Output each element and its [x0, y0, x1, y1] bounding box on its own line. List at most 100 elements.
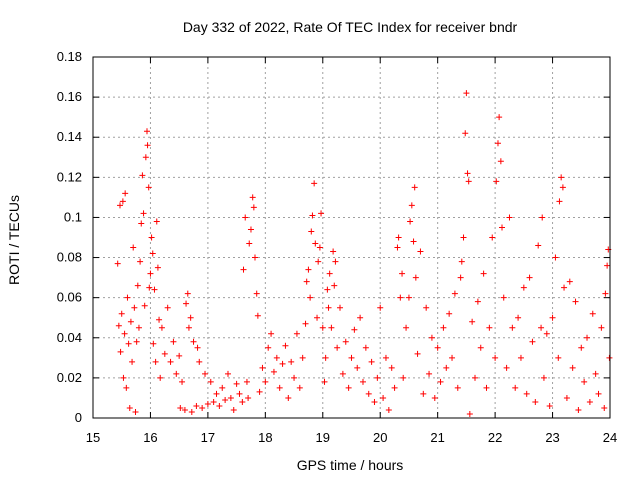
data-point [170, 338, 177, 345]
data-point [592, 370, 599, 377]
data-point [311, 180, 318, 187]
y-tick-label: 0.04 [57, 330, 82, 345]
y-axis-label: ROTI / TECUs [6, 195, 22, 285]
data-point [434, 344, 441, 351]
plot-border [92, 56, 611, 419]
y-tick-label: 0.1 [64, 209, 82, 224]
x-axis: 15 16 17 18 19 20 21 22 23 24 [86, 57, 617, 445]
data-point [173, 370, 180, 377]
data-point [440, 324, 447, 331]
data-point [207, 378, 214, 385]
data-point [385, 406, 392, 413]
x-tick-label: 24 [603, 430, 617, 445]
data-point [233, 380, 240, 387]
data-point [185, 324, 192, 331]
data-point [400, 374, 407, 381]
data-point [141, 302, 148, 309]
data-point [127, 318, 134, 325]
data-point [190, 338, 197, 345]
data-point [549, 314, 556, 321]
data-point [354, 364, 361, 371]
data-point [523, 390, 530, 397]
data-point [466, 410, 473, 417]
data-point [506, 214, 513, 221]
data-point [120, 374, 127, 381]
data-point [559, 184, 566, 191]
data-point [602, 290, 609, 297]
x-tick-label: 15 [86, 430, 100, 445]
data-point [321, 378, 328, 385]
data-point [204, 400, 211, 407]
y-tick-label: 0.06 [57, 290, 82, 305]
data-point [148, 234, 155, 241]
data-point [326, 270, 333, 277]
data-point [137, 258, 144, 265]
data-point [405, 294, 412, 301]
data-point [308, 228, 315, 235]
data-point [143, 128, 150, 135]
data-point [483, 384, 490, 391]
data-point [119, 198, 126, 205]
data-point [293, 330, 300, 337]
data-point [318, 210, 325, 217]
data-point [532, 398, 539, 405]
data-point [437, 378, 444, 385]
data-point [251, 254, 258, 261]
x-tick-label: 20 [373, 430, 387, 445]
x-tick-label: 17 [201, 430, 215, 445]
data-point [420, 390, 427, 397]
data-point [230, 406, 237, 413]
data-point [268, 330, 275, 337]
data-point [305, 266, 312, 273]
data-point [133, 338, 140, 345]
data-point [246, 240, 253, 247]
data-point [142, 154, 149, 161]
data-point [552, 254, 559, 261]
data-point [391, 384, 398, 391]
data-point [410, 238, 417, 245]
x-tick-label: 16 [143, 430, 157, 445]
data-point [124, 294, 131, 301]
x-tick-label: 21 [430, 430, 444, 445]
data-point [412, 274, 419, 281]
data-point [152, 358, 159, 365]
data-point [458, 258, 465, 265]
data-point [339, 370, 346, 377]
data-point [144, 142, 151, 149]
data-point [380, 394, 387, 401]
data-point [117, 348, 124, 355]
y-tick-label: 0.02 [57, 370, 82, 385]
data-point [147, 270, 154, 277]
data-point [397, 294, 404, 301]
data-point [480, 270, 487, 277]
data-point [303, 278, 310, 285]
data-point [334, 344, 341, 351]
data-point [213, 390, 220, 397]
data-point [250, 204, 257, 211]
data-point [115, 322, 122, 329]
data-point [183, 300, 190, 307]
data-point [423, 304, 430, 311]
data-point [243, 378, 250, 385]
data-point [309, 212, 316, 219]
data-point [330, 248, 337, 255]
data-point [394, 244, 401, 251]
data-point [247, 226, 254, 233]
data-point [569, 364, 576, 371]
data-point [454, 384, 461, 391]
data-point [322, 354, 329, 361]
data-point [517, 354, 524, 361]
data-point [451, 290, 458, 297]
data-point [472, 374, 479, 381]
data-point [135, 324, 142, 331]
data-point [130, 244, 137, 251]
data-point [572, 298, 579, 305]
data-point [179, 378, 186, 385]
data-point [254, 312, 261, 319]
data-point [150, 340, 157, 347]
data-point [219, 384, 226, 391]
data-point [302, 320, 309, 327]
data-point [118, 310, 125, 317]
data-point [494, 140, 501, 147]
